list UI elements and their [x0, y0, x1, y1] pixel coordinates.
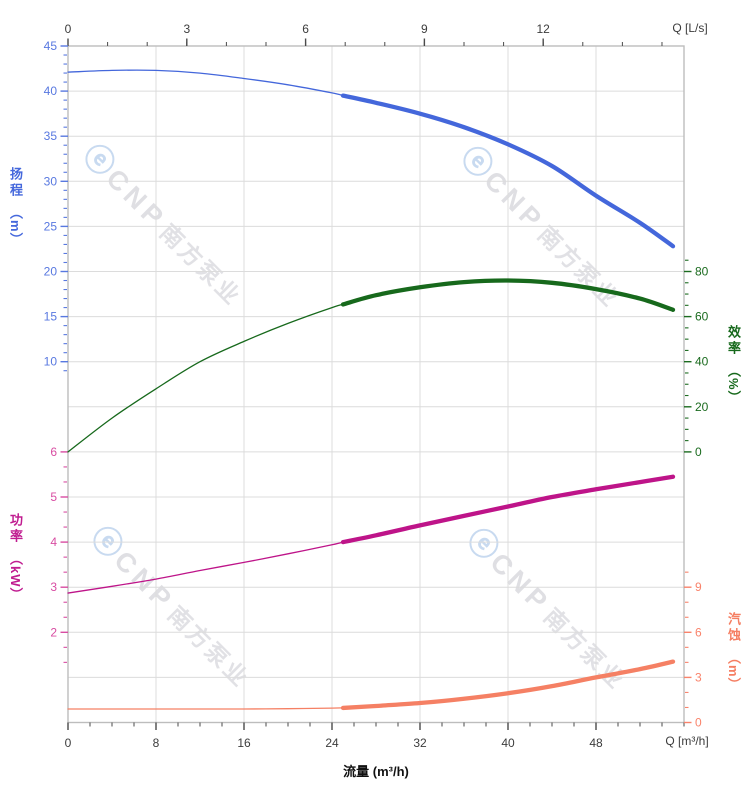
head-tick-label: 35 — [44, 129, 58, 143]
npsh-axis-title-text: 汽蚀 — [726, 612, 741, 644]
plot-frame — [67, 45, 685, 724]
npsh-tick-label: 3 — [695, 670, 702, 684]
power-tick-label: 4 — [50, 535, 57, 549]
power-tick-label: 2 — [50, 625, 57, 639]
bottom-tick-label: 32 — [413, 736, 427, 750]
head-axis-unit: （m） — [8, 206, 23, 247]
bottom-tick-label: 24 — [325, 736, 339, 750]
npsh-tick-label: 9 — [695, 580, 702, 594]
head-tick-label: 45 — [44, 39, 58, 53]
head-curve-thin — [67, 69, 344, 97]
head-tick-label: 25 — [44, 219, 58, 233]
power-tick-label: 6 — [50, 445, 57, 459]
npsh-curve-thick — [340, 659, 676, 711]
top-axis-unit-label: Q [L/s] — [672, 21, 708, 35]
efficiency-axis-unit: （%） — [726, 364, 741, 405]
head-tick-label: 20 — [44, 265, 58, 279]
efficiency-curve-thick — [340, 278, 676, 312]
eff-tick-label: 20 — [695, 400, 709, 414]
bottom-tick-label: 16 — [237, 736, 251, 750]
power-tick-label: 3 — [50, 580, 57, 594]
top-tick-label: 12 — [537, 22, 551, 36]
eff-tick-label: 60 — [695, 310, 709, 324]
head-tick-label: 30 — [44, 174, 58, 188]
flow-axis-title: 流量 (m³/h) — [343, 764, 409, 779]
head-tick-label: 15 — [44, 310, 58, 324]
head-curve-thick — [340, 93, 676, 249]
head-axis-title: 扬程 （m） — [6, 167, 25, 247]
head-axis-title-text: 扬程 — [8, 167, 23, 199]
head-tick-label: 10 — [44, 355, 58, 369]
eff-tick-label: 80 — [695, 265, 709, 279]
power-curve-thick — [340, 474, 676, 545]
power-axis-unit: （kW） — [8, 552, 23, 602]
top-tick-label: 0 — [65, 22, 72, 36]
power-axis-title-text: 功率 — [8, 513, 23, 545]
power-curve-thin — [67, 541, 344, 594]
npsh-tick-label: 6 — [695, 625, 702, 639]
bottom-tick-label: 8 — [153, 736, 160, 750]
efficiency-axis-title-text: 效率 — [726, 325, 741, 357]
bottom-tick-label: 0 — [65, 736, 72, 750]
bottom-axis-unit-label: Q [m³/h] — [665, 734, 709, 748]
power-axis-title: 功率 （kW） — [6, 513, 25, 602]
power-tick-label: 5 — [50, 490, 57, 504]
top-tick-label: 9 — [421, 22, 428, 36]
npsh-curve-thin — [67, 707, 344, 710]
bottom-tick-label: 48 — [589, 736, 603, 750]
efficiency-curve-thin — [67, 303, 344, 453]
npsh-axis-title: 汽蚀 （m） — [724, 612, 743, 692]
top-tick-label: 6 — [302, 22, 309, 36]
efficiency-axis-title: 效率 （%） — [724, 325, 743, 405]
npsh-tick-label: 0 — [695, 716, 702, 730]
npsh-axis-unit: （m） — [726, 651, 741, 692]
top-tick-label: 3 — [183, 22, 190, 36]
eff-tick-label: 0 — [695, 445, 702, 459]
bottom-tick-label: 40 — [501, 736, 515, 750]
head-tick-label: 40 — [44, 84, 58, 98]
eff-tick-label: 40 — [695, 355, 709, 369]
